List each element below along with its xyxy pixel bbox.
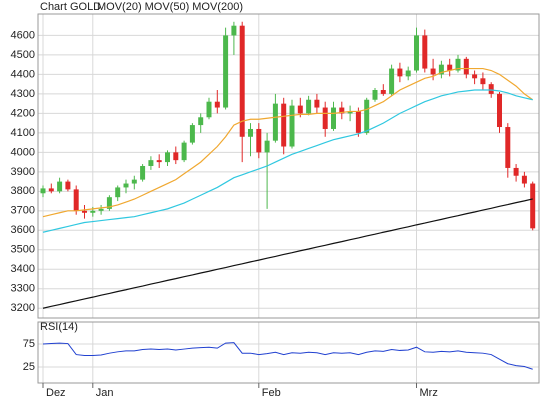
y-tick-label: 3300 xyxy=(11,283,35,295)
panel-title: RSI(14) xyxy=(40,321,78,333)
y-tick-label: 75 xyxy=(23,338,35,350)
candle-body xyxy=(397,68,403,77)
candle-body xyxy=(414,35,419,71)
rsi-line xyxy=(42,342,533,370)
candle-body xyxy=(347,111,353,114)
x-tick-label: Dez xyxy=(46,387,66,399)
candle-body xyxy=(73,189,79,211)
candle-body xyxy=(530,183,536,229)
legend-entry: MOV(50) xyxy=(145,1,190,13)
y-tick-label: 4400 xyxy=(11,68,35,80)
x-tick-label: Feb xyxy=(262,387,281,399)
candle-body xyxy=(239,25,245,137)
candle-body xyxy=(463,58,469,75)
candle-body xyxy=(447,64,453,71)
candle-body xyxy=(206,101,212,118)
candle-body xyxy=(430,68,436,75)
candle-body xyxy=(248,128,253,137)
candle-body xyxy=(380,90,386,94)
candle-body xyxy=(173,152,179,161)
candle-body xyxy=(40,188,46,194)
candle-body xyxy=(372,90,378,100)
candle-body xyxy=(48,188,54,192)
candle-body xyxy=(148,160,154,166)
y-tick-label: 3600 xyxy=(11,224,35,236)
candle-body xyxy=(65,181,71,190)
y-tick-label: 3400 xyxy=(11,263,35,275)
y-tick-label: 4100 xyxy=(11,127,35,139)
candle-body xyxy=(106,197,112,209)
candle-body xyxy=(513,167,519,176)
y-tick-label: 4000 xyxy=(11,146,35,158)
candle-body xyxy=(189,125,195,143)
candle-body xyxy=(355,111,361,133)
candle-body xyxy=(198,117,204,126)
candle-body xyxy=(364,99,370,133)
chart-title: Chart GOLD xyxy=(40,1,101,13)
candle-body xyxy=(289,105,295,147)
candle-body xyxy=(297,105,303,114)
plot-border xyxy=(37,321,540,384)
legend-entry: MOV(200) xyxy=(192,1,243,13)
candle-body xyxy=(322,107,328,129)
candle-body xyxy=(181,142,187,161)
candle-body xyxy=(115,187,121,198)
candle-body xyxy=(480,78,486,85)
candle-body xyxy=(389,68,395,94)
candle-body xyxy=(306,99,312,114)
candle-body xyxy=(505,127,511,168)
candle-body xyxy=(497,93,502,128)
candle-body xyxy=(339,107,345,114)
candle-body xyxy=(331,107,336,129)
candle-body xyxy=(472,74,478,79)
candle-body xyxy=(521,175,527,184)
candle-body xyxy=(405,70,411,77)
plot-border xyxy=(37,13,540,319)
y-tick-label: 4500 xyxy=(11,49,35,61)
y-tick-label: 3800 xyxy=(11,185,35,197)
y-tick-label: 3500 xyxy=(11,244,35,256)
candle-body xyxy=(123,183,129,188)
candle-body xyxy=(140,166,146,180)
candle-body xyxy=(131,179,137,184)
candle-body xyxy=(90,210,96,213)
moving-average-line xyxy=(42,67,534,218)
candle-body xyxy=(156,160,162,163)
y-tick-label: 3200 xyxy=(11,302,35,314)
moving-average-line xyxy=(42,198,533,309)
plot-area xyxy=(38,322,539,383)
y-tick-label: 25 xyxy=(23,361,35,373)
y-tick-label: 3700 xyxy=(11,205,35,217)
candle-body xyxy=(455,58,461,71)
candle-body xyxy=(98,208,104,211)
candle-body xyxy=(82,210,87,213)
x-tick-label: Jan xyxy=(96,387,114,399)
moving-average-line xyxy=(42,89,533,233)
candle-body xyxy=(438,64,444,75)
x-tick-label: Mrz xyxy=(420,387,438,399)
candle-body xyxy=(488,84,494,94)
candle-body xyxy=(422,35,428,69)
candle-body xyxy=(57,181,63,192)
candle-body xyxy=(256,128,262,153)
y-tick-label: 4300 xyxy=(11,88,35,100)
candle-body xyxy=(165,152,170,163)
candle-body xyxy=(264,140,270,153)
y-tick-label: 3900 xyxy=(11,166,35,178)
candle-body xyxy=(214,101,220,108)
y-tick-label: 4200 xyxy=(11,107,35,119)
candle-body xyxy=(223,35,229,108)
candle-body xyxy=(314,99,320,108)
y-tick-label: 4600 xyxy=(11,29,35,41)
legend-entry: MOV(20) xyxy=(97,1,142,13)
candle-body xyxy=(231,25,237,36)
candle-body xyxy=(281,103,287,147)
candle-body xyxy=(272,103,278,141)
